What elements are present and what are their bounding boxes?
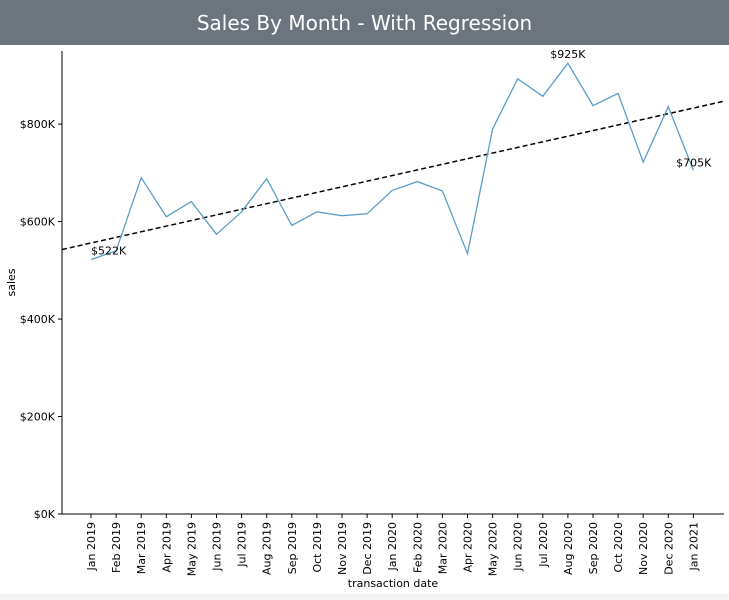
sales-series-line [90, 62, 695, 261]
bottom-strip [0, 594, 729, 600]
x-tick-label: Oct 2019 [311, 522, 324, 573]
x-tick-label: Nov 2019 [336, 522, 349, 575]
y-axis-label: sales [5, 268, 18, 296]
x-tick-label: Jan 2021 [687, 522, 700, 571]
chart-title-bar: Sales By Month - With Regression [0, 0, 729, 45]
x-tick-label: Jul 2019 [236, 522, 249, 568]
chart-title: Sales By Month - With Regression [196, 10, 533, 35]
x-tick-label: Oct 2020 [612, 522, 625, 573]
y-tick-label: $600K [20, 216, 56, 229]
x-tick-label: May 2019 [185, 522, 198, 576]
data-annotation: $705K [676, 156, 712, 169]
y-tick-label: $800K [20, 118, 56, 131]
x-tick-label: Jan 2019 [85, 522, 98, 571]
y-tick-label: $0K [34, 508, 56, 521]
y-tick-label: $200K [20, 411, 56, 424]
data-annotation: $925K [550, 48, 586, 61]
x-tick-label: Apr 2020 [462, 522, 475, 573]
x-tick-label: Sep 2019 [286, 522, 299, 574]
x-tick-label: Dec 2019 [361, 522, 374, 575]
x-tick-label: Sep 2020 [587, 522, 600, 574]
x-tick-label: Jun 2020 [512, 522, 525, 572]
data-annotation: $522K [91, 245, 127, 258]
x-tick-label: Nov 2020 [637, 522, 650, 575]
y-tick-label: $400K [20, 313, 56, 326]
x-tick-label: Mar 2020 [436, 522, 449, 574]
x-tick-label: Feb 2019 [110, 522, 123, 573]
x-tick-label: Dec 2020 [662, 522, 675, 575]
x-tick-label: Jun 2019 [211, 522, 224, 572]
x-tick-label: Aug 2020 [562, 522, 575, 575]
x-tick-label: Jul 2020 [537, 522, 550, 568]
regression-line [61, 100, 725, 251]
x-tick-label: Mar 2019 [135, 522, 148, 574]
x-tick-label: May 2020 [487, 522, 500, 576]
x-tick-label: Apr 2019 [160, 522, 173, 573]
x-tick-label: Feb 2020 [411, 522, 424, 573]
x-axis-label: transaction date [348, 577, 439, 590]
x-tick-label: Aug 2019 [261, 522, 274, 575]
x-tick-label: Jan 2020 [386, 522, 399, 571]
